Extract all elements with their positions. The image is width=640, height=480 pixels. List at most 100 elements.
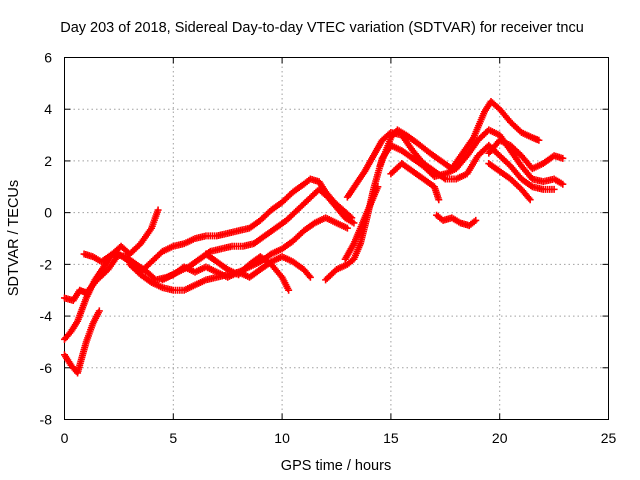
y-tick-label: -6 xyxy=(40,360,53,376)
data-marker-trail xyxy=(273,218,289,231)
data-marker-trail xyxy=(464,154,481,176)
data-marker-trail xyxy=(138,272,154,285)
data-point xyxy=(350,219,358,227)
data-marker-trail xyxy=(410,168,426,182)
data-marker-trail xyxy=(508,177,524,192)
data-marker-trail xyxy=(269,262,285,280)
data-marker-trail xyxy=(291,228,306,244)
data-marker-trail xyxy=(182,264,197,275)
data-marker-trail xyxy=(145,269,158,283)
data-marker-trail xyxy=(160,272,175,283)
data-marker-trail xyxy=(519,164,535,181)
data-marker-trail xyxy=(421,161,437,174)
data-point xyxy=(559,154,567,162)
data-marker-trail xyxy=(497,168,513,182)
data-point xyxy=(550,185,558,193)
data-marker-trail xyxy=(334,220,350,231)
data-marker-trail xyxy=(464,138,481,158)
x-tick-label: 25 xyxy=(601,430,617,446)
data-marker-trail xyxy=(62,329,74,342)
data-marker-trail xyxy=(83,322,96,344)
data-marker-trail xyxy=(404,132,419,146)
data-marker-trail xyxy=(138,226,154,246)
data-point xyxy=(95,307,103,315)
data-marker-trail xyxy=(258,208,274,223)
y-tick-label: -8 xyxy=(40,412,53,428)
data-marker-trail xyxy=(519,129,535,141)
data-marker-trail xyxy=(460,135,476,155)
data-marker-trail xyxy=(486,161,502,174)
data-series-arc-12 xyxy=(433,211,480,230)
data-marker-trail xyxy=(345,256,356,267)
data-marker-trail xyxy=(280,189,295,205)
data-marker-trail xyxy=(552,176,565,187)
data-marker-trail xyxy=(269,199,285,213)
data-point xyxy=(306,273,314,281)
data-marker-trail xyxy=(182,282,197,293)
data-marker-trail xyxy=(488,99,502,112)
data-marker-trail xyxy=(203,251,219,265)
plot-area xyxy=(64,57,609,420)
data-marker-trail xyxy=(399,161,415,174)
data-marker-trail xyxy=(149,279,165,291)
data-marker-trail xyxy=(428,150,443,164)
data-marker-trail xyxy=(316,179,329,194)
data-marker-trail xyxy=(344,182,359,200)
data-marker-trail xyxy=(497,153,513,169)
data-marker-trail xyxy=(193,277,208,288)
x-tick-label: 10 xyxy=(274,430,290,446)
data-marker-trail xyxy=(262,225,278,239)
data-marker-trail xyxy=(377,136,394,168)
data-marker-trail xyxy=(313,215,328,226)
data-marker-trail xyxy=(247,218,263,231)
data-marker-trail xyxy=(127,241,143,257)
data-marker-trail xyxy=(160,243,175,255)
data-marker-trail xyxy=(368,185,381,204)
data-marker-trail xyxy=(370,138,385,158)
data-marker-trail xyxy=(508,148,524,168)
data-marker-trail xyxy=(215,269,230,280)
data-point xyxy=(374,183,382,191)
data-marker-trail xyxy=(399,148,415,161)
data-marker-trail xyxy=(68,319,80,334)
data-marker-trail xyxy=(280,238,295,252)
x-tick-label: 0 xyxy=(61,430,69,446)
data-marker-trail xyxy=(70,288,83,303)
data-marker-trail xyxy=(508,143,524,158)
y-tick-label: -4 xyxy=(40,308,53,324)
data-marker-trail xyxy=(530,134,541,144)
data-marker-trail xyxy=(291,181,306,195)
data-marker-trail xyxy=(301,176,313,187)
data-marker-trail xyxy=(214,259,230,272)
data-marker-trail xyxy=(334,205,348,220)
data-marker-trail xyxy=(74,355,85,375)
data-marker-trail xyxy=(77,287,89,296)
data-marker-trail xyxy=(530,160,545,172)
data-marker-trail xyxy=(454,153,470,171)
y-tick-label: 6 xyxy=(44,50,52,66)
data-marker-trail xyxy=(432,168,448,182)
data-marker-trail xyxy=(148,208,161,230)
data-marker-trail xyxy=(291,259,306,272)
data-point xyxy=(526,196,534,204)
y-tick-label: 2 xyxy=(44,153,52,169)
data-marks xyxy=(61,97,567,377)
data-marker-trail xyxy=(351,221,366,246)
data-marker-trail xyxy=(251,233,267,247)
data-marker-trail xyxy=(334,261,350,273)
data-marker-trail xyxy=(62,353,74,367)
data-marker-trail xyxy=(84,277,100,295)
data-marker-trail xyxy=(415,140,432,156)
data-marker-trail xyxy=(519,187,533,202)
data-marker-trail xyxy=(323,267,339,282)
data-marker-trail xyxy=(395,127,408,138)
data-marker-trail xyxy=(193,264,208,275)
data-marker-trail xyxy=(269,246,284,257)
data-point xyxy=(154,206,162,214)
x-tick-label: 5 xyxy=(169,430,177,446)
x-axis-label: GPS time / hours xyxy=(281,458,391,474)
y-axis-label: SDTVAR / TECUs xyxy=(6,180,22,296)
data-marker-trail xyxy=(449,151,465,171)
data-marker-trail xyxy=(269,253,284,265)
data-marker-trail xyxy=(470,110,488,140)
